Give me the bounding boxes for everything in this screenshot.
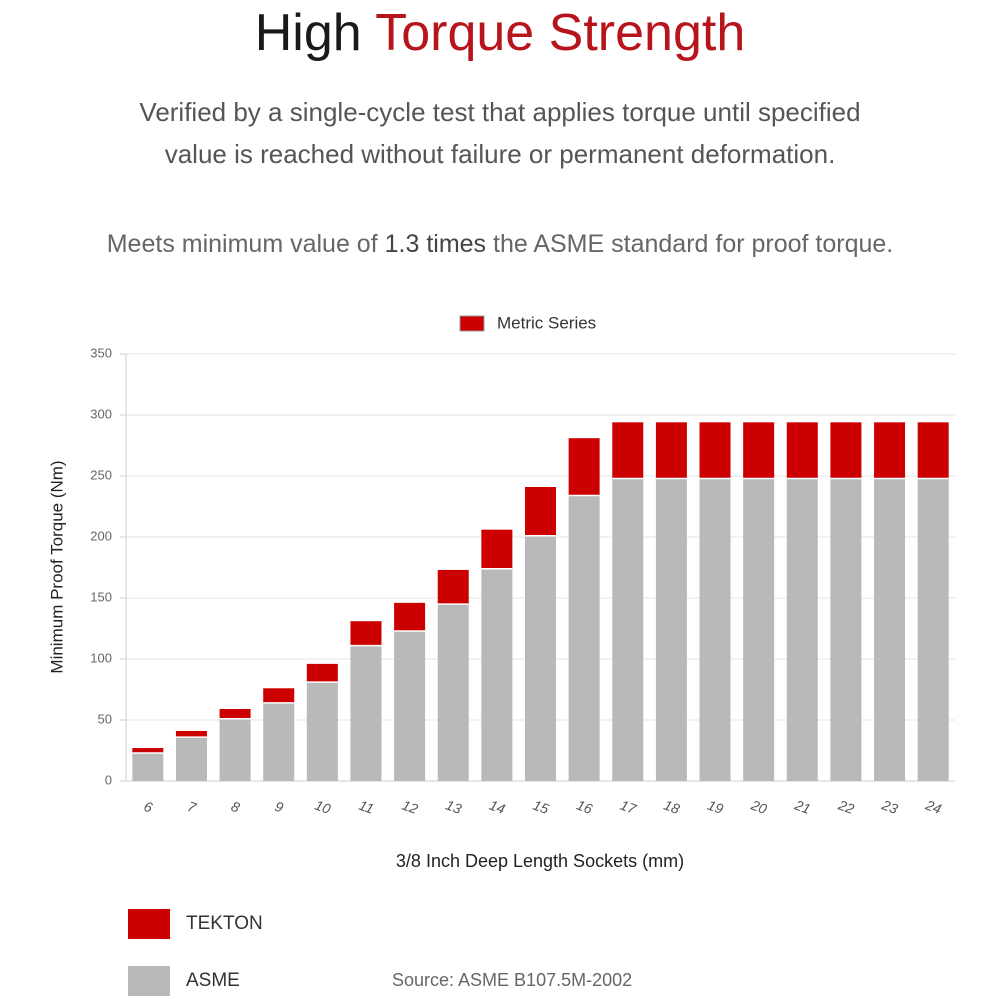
bar-segment [132, 752, 164, 781]
x-tick-label: 14 [487, 797, 507, 817]
bar-segment [306, 663, 338, 683]
bar-segment [219, 709, 251, 719]
bar-segment [525, 486, 556, 536]
x-tick-label: 10 [313, 797, 333, 817]
legend-label: ASME [186, 970, 240, 991]
x-tick-label: 19 [705, 797, 725, 817]
legend-swatch [128, 909, 170, 939]
legend-label: TEKTON [186, 913, 263, 934]
note-bold: 1.3 times [384, 230, 487, 258]
bar-segment [219, 718, 251, 781]
y-tick-label: 350 [90, 345, 112, 360]
x-tick-label: 16 [575, 797, 595, 817]
x-axis-label: 3/8 Inch Deep Length Sockets (mm) [396, 851, 684, 871]
title-highlight: Torque Strength [375, 4, 746, 62]
bar-segment [437, 569, 469, 605]
bar-segment [394, 630, 426, 781]
bar-segment [612, 422, 644, 479]
y-tick-label: 150 [90, 589, 112, 604]
x-tick-label: 20 [748, 796, 769, 817]
x-tick-label: 6 [142, 798, 155, 816]
x-tick-label: 18 [662, 797, 682, 817]
bar-segment [786, 478, 818, 781]
bar-segment [568, 495, 600, 781]
bar-segment [437, 604, 469, 781]
y-tick-label: 200 [90, 528, 112, 543]
bar-segment [481, 568, 513, 781]
bar-segment [743, 422, 775, 479]
bar-segment [830, 478, 862, 781]
bar-segment [350, 621, 382, 646]
x-tick-label: 13 [444, 797, 464, 817]
bar-segment [917, 478, 949, 781]
subtitle-line: value is reached without failure or perm… [164, 139, 836, 169]
x-tick-label: 12 [400, 797, 420, 817]
bar-segment [525, 535, 556, 781]
x-tick-label: 11 [357, 797, 376, 817]
x-tick-label: 24 [923, 796, 944, 817]
bar-segment [655, 422, 687, 479]
bar-segment [263, 688, 295, 703]
x-tick-label: 8 [229, 798, 242, 816]
bar-segment [874, 478, 906, 781]
bar-segment [874, 422, 906, 479]
bar-segment [786, 422, 818, 479]
legend-swatch [459, 315, 485, 332]
y-tick-label: 100 [90, 650, 112, 665]
note-end: the ASME standard for proof torque. [493, 230, 894, 258]
note: Meets minimum value of 1.3 times the ASM… [0, 230, 1000, 259]
x-tick-label: 22 [835, 796, 856, 817]
bar-segment [306, 682, 338, 781]
bar-segment [699, 478, 731, 781]
bar-segment [917, 422, 949, 479]
bar-segment [481, 529, 513, 569]
x-tick-label: 15 [531, 797, 551, 817]
y-tick-label: 50 [98, 711, 112, 726]
legend-label: Metric Series [497, 313, 596, 332]
x-tick-label: 21 [792, 796, 813, 817]
bar-segment [699, 422, 731, 479]
bar-segment [175, 730, 207, 738]
subtitle-line: Verified by a single-cycle test that app… [139, 97, 861, 127]
source: Source: ASME B107.5M-2002 [392, 970, 632, 990]
bar-segment [394, 602, 426, 631]
y-tick-label: 250 [90, 467, 112, 482]
x-tick-label: 17 [618, 797, 639, 818]
x-tick-label: 9 [273, 798, 286, 816]
note-start: Meets minimum value of [106, 230, 378, 258]
bar-segment [175, 737, 207, 781]
bar-segment [568, 438, 600, 496]
bar-segment [743, 478, 775, 781]
x-tick-label: 23 [879, 796, 900, 817]
x-tick-label: 7 [185, 798, 199, 816]
y-axis-label: Minimum Proof Torque (Nm) [47, 460, 66, 673]
bar-segment [655, 478, 687, 781]
bar-segment [830, 422, 862, 479]
bar-segment [612, 478, 644, 781]
title-start: High [254, 4, 362, 62]
bar-segment [263, 702, 295, 781]
y-tick-label: 0 [105, 772, 112, 787]
legend-swatch [128, 966, 170, 996]
bar-segment [350, 645, 382, 781]
bar-segment [132, 748, 164, 753]
y-tick-label: 300 [90, 406, 112, 421]
title: High Torque Strength [0, 0, 1000, 66]
